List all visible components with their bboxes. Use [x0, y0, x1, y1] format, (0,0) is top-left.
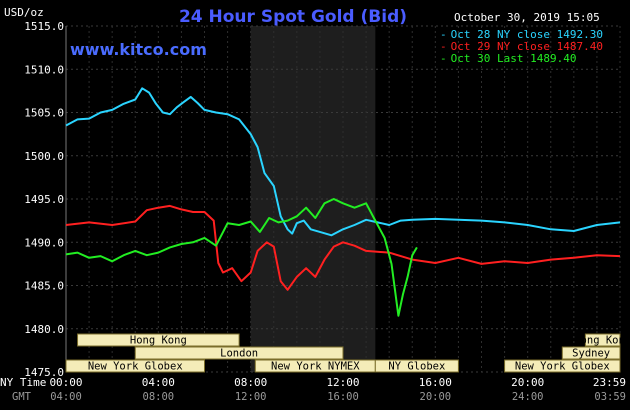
x-tick-ny: 16:00	[419, 376, 452, 389]
session-label: Hong Kong	[130, 335, 187, 347]
x-tick-gmt: 12:00	[235, 391, 267, 403]
chart-title: 24 Hour Spot Gold (Bid)	[179, 7, 407, 27]
session-bar	[77, 333, 240, 347]
x-tick-gmt: 24:00	[512, 391, 544, 403]
timestamp: October 30, 2019 15:05	[454, 11, 600, 24]
y-tick-label: 1475.0	[24, 366, 64, 379]
legend-label: Oct 28 NY close 1492.30	[451, 28, 603, 41]
legend-label: Oct 30 Last 1489.40	[451, 52, 577, 65]
session-label: NY Globex	[388, 361, 445, 373]
x-tick-gmt: 03:59	[594, 391, 626, 403]
legend-bullet: -	[440, 52, 447, 65]
session-label: Hong Kong	[574, 335, 630, 347]
x-tick-ny: 23:59	[593, 376, 626, 389]
legend: - Oct 28 NY close 1492.30 - Oct 29 NY clos…	[440, 28, 603, 65]
x-tick-gmt: 04:00	[50, 391, 82, 403]
x-tick-gmt: 16:00	[327, 391, 359, 403]
y-tick-label: 1510.0	[24, 63, 64, 76]
y-tick-label: 1515.0	[24, 20, 64, 33]
session-bar	[504, 359, 621, 373]
legend-label: Oct 29 NY close 1487.40	[451, 40, 603, 53]
legend-item-oct28: - Oct 28 NY close 1492.30	[440, 28, 603, 41]
x-tick-ny: 04:00	[142, 376, 175, 389]
y-tick-label: 1480.0	[24, 323, 64, 336]
session-label: London	[220, 348, 258, 360]
x-tick-gmt: 08:00	[143, 391, 175, 403]
gmt-label: GMT	[12, 391, 32, 403]
website-watermark: www.kitco.com	[70, 40, 207, 59]
y-tick-label: 1490.0	[24, 236, 64, 249]
session-label: New York NYMEX	[271, 361, 360, 373]
session-bar	[584, 333, 621, 347]
x-axis-ticks: 00:00 04:00 04:00 08:00 08:00 12:00 12:00 16:00…	[49, 376, 626, 403]
legend-bullet: -	[440, 40, 447, 53]
x-tick-ny: 12:00	[326, 376, 359, 389]
price-series	[65, 87, 621, 317]
series-line	[65, 198, 418, 317]
series-line	[65, 87, 621, 237]
session-label: New York Globex	[88, 361, 183, 373]
session-bar	[374, 359, 459, 373]
legend-item-oct29: - Oct 29 NY close 1487.40	[440, 40, 603, 53]
legend-bullet: -	[440, 28, 447, 41]
x-tick-ny: 08:00	[234, 376, 267, 389]
y-tick-label: 1505.0	[24, 107, 64, 120]
y-axis-ticks: 1515.0 1510.0 1505.0 1500.0 1495.0 1490.0 1485…	[24, 20, 64, 379]
legend-item-oct30: - Oct 30 Last 1489.40	[440, 52, 576, 65]
y-tick-label: 1495.0	[24, 193, 64, 206]
unit-label: USD/oz	[4, 6, 44, 19]
session-label: New York Globex	[515, 361, 610, 373]
session-bar	[134, 346, 344, 360]
y-tick-label: 1500.0	[24, 150, 64, 163]
ny-time-label: NY Time	[0, 376, 46, 389]
x-tick-ny: 00:00	[49, 376, 82, 389]
series-line	[65, 204, 621, 291]
session-bar	[65, 359, 205, 373]
session-label: Sydney	[572, 348, 610, 360]
x-tick-ny: 20:00	[511, 376, 544, 389]
session-bar	[561, 346, 621, 360]
x-tick-gmt: 20:00	[420, 391, 452, 403]
y-tick-label: 1485.0	[24, 280, 64, 293]
